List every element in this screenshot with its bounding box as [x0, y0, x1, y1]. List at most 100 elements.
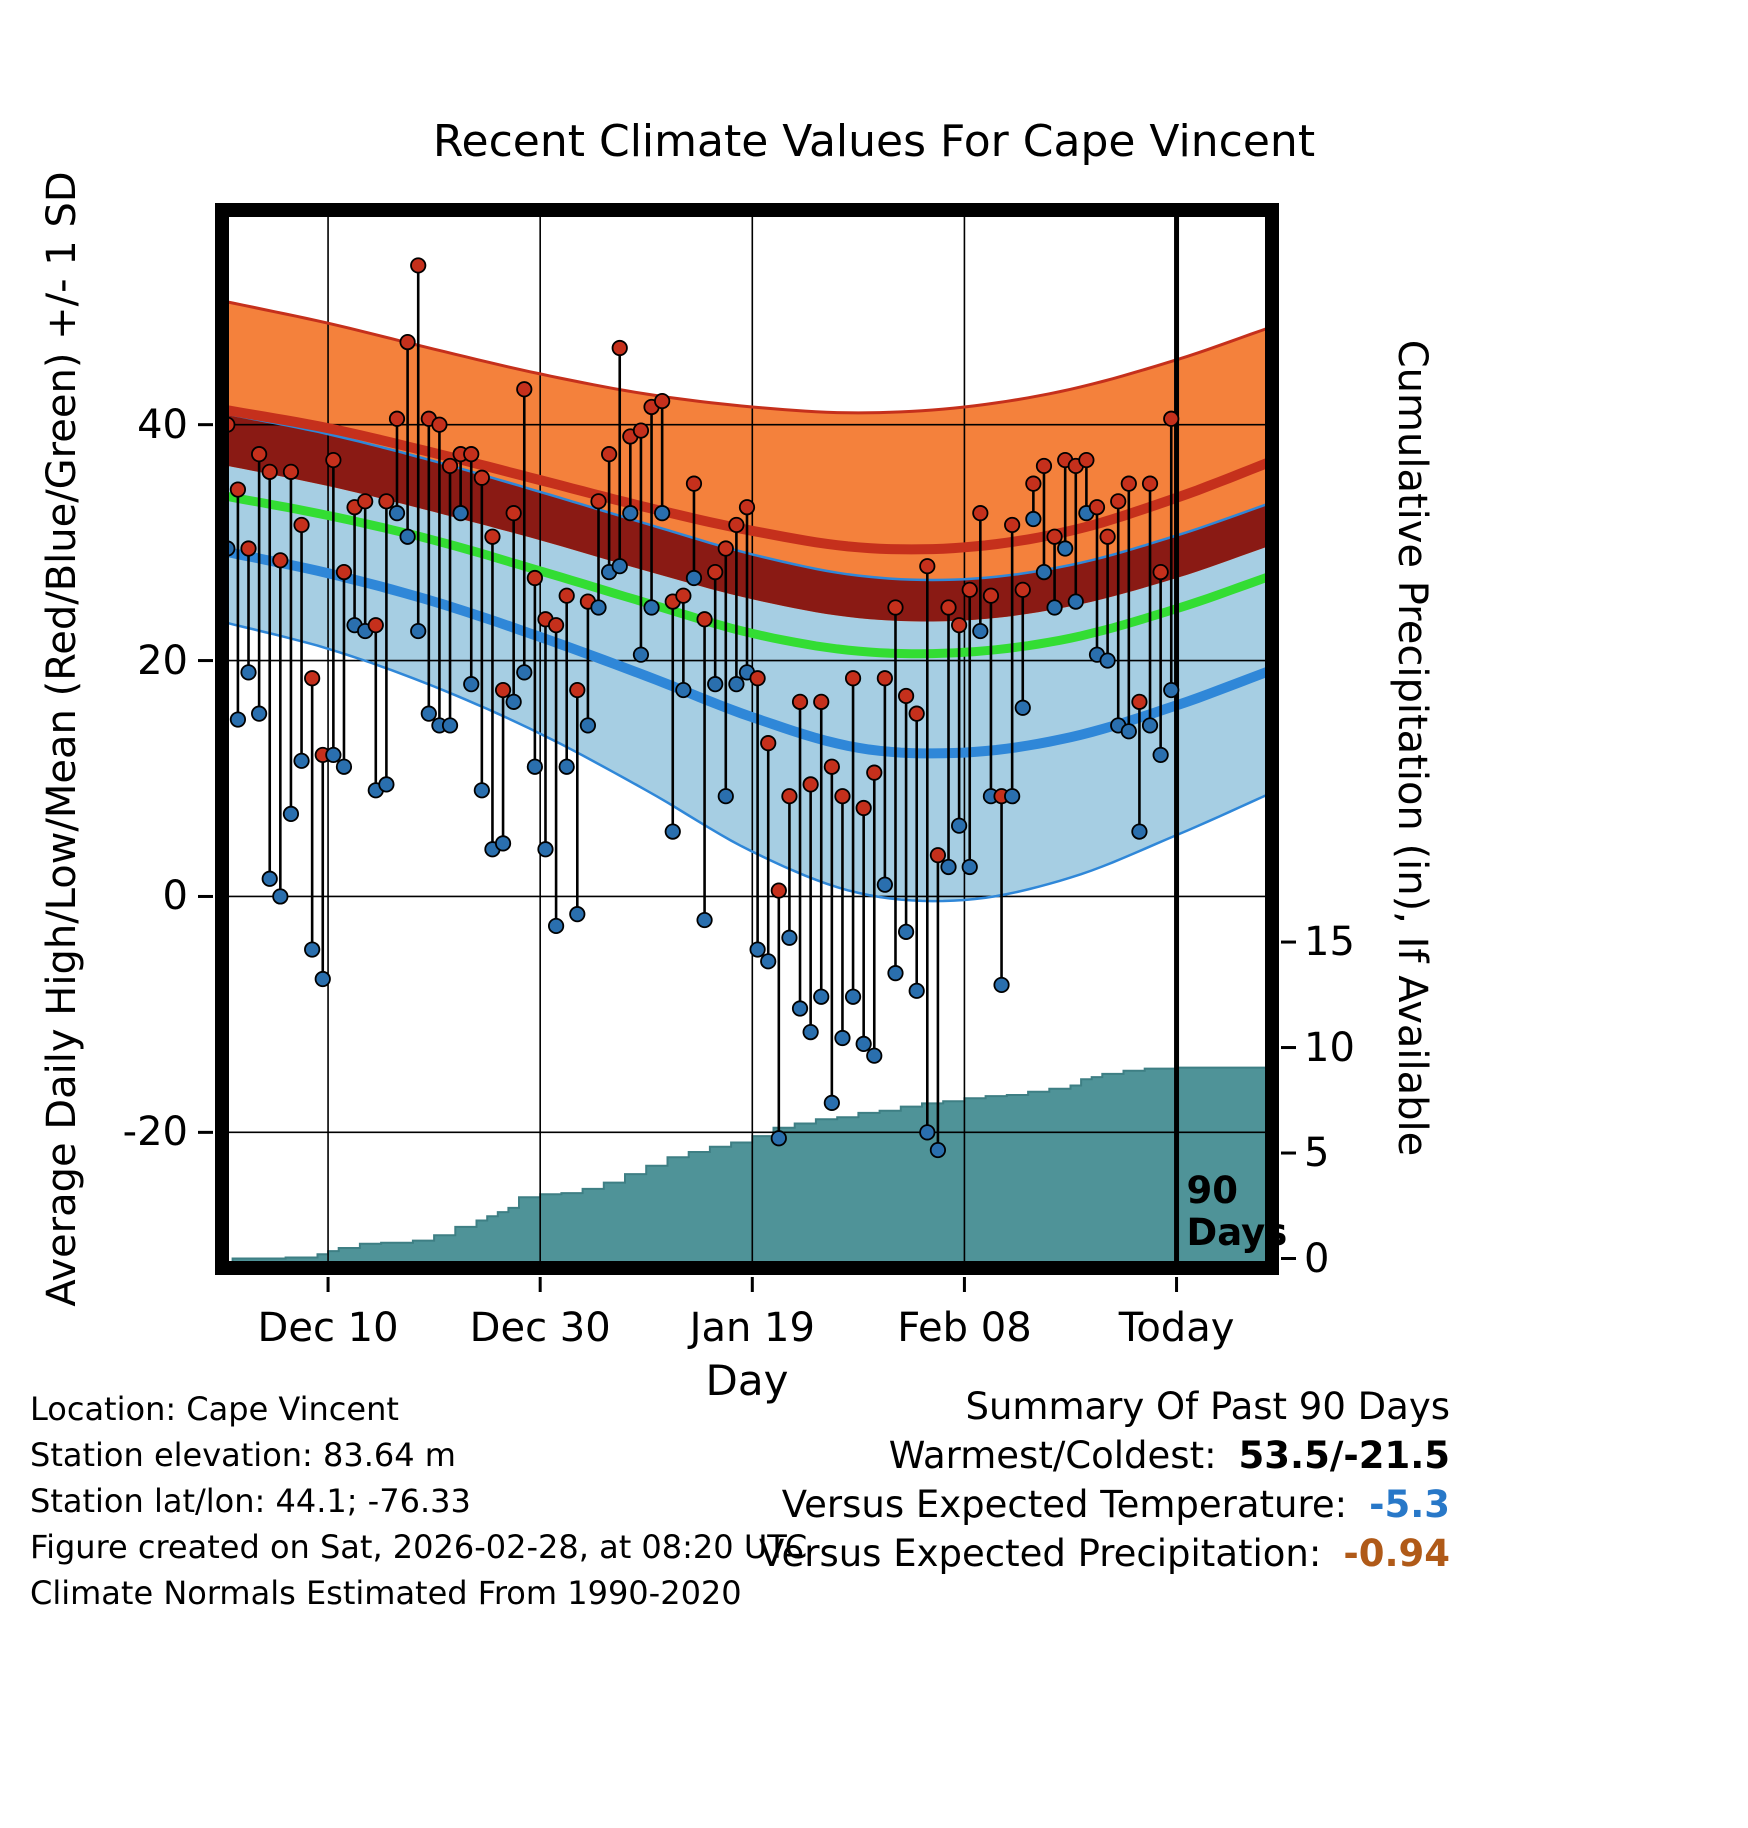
daily-high-dot: [1035, 457, 1053, 475]
daily-high-dot: [282, 463, 300, 480]
daily-high-dot: [972, 505, 989, 522]
daily-low-dot: [802, 1024, 819, 1041]
daily-low-dot: [304, 941, 321, 958]
x-tick-label: Dec 30: [469, 1305, 611, 1351]
station-info: Location: Cape Vincent Station elevation…: [30, 1386, 807, 1616]
daily-high-dot: [876, 670, 893, 687]
daily-high-dot: [261, 463, 278, 480]
station-location: Location: Cape Vincent: [30, 1390, 399, 1428]
x-tick-label: Dec 10: [257, 1305, 399, 1351]
daily-high-dot: [749, 670, 766, 687]
daily-high-dot: [251, 446, 268, 463]
daily-low-dot: [1046, 599, 1063, 616]
chart-title: Recent Climate Values For Cape Vincent: [432, 116, 1316, 167]
left-tick-label: 0: [162, 873, 188, 920]
daily-low-dot: [791, 1000, 809, 1017]
daily-high-dot: [304, 670, 321, 687]
climate-normals-note: Climate Normals Estimated From 1990-2020: [30, 1574, 742, 1612]
daily-high-dot: [558, 587, 575, 604]
daily-low-dot: [1035, 564, 1053, 581]
daily-low-dot: [335, 758, 353, 775]
daily-high-dot: [1163, 410, 1180, 427]
daily-low-dot: [929, 1141, 947, 1159]
summary-block: Summary Of Past 90 Days Warmest/Coldest:…: [759, 1382, 1450, 1578]
daily-low-dot: [685, 569, 703, 587]
daily-low-dot: [855, 1035, 872, 1052]
daily-low-dot: [866, 1047, 883, 1064]
daily-low-dot: [993, 976, 1010, 994]
figure-created: Figure created on Sat, 2026-02-28, at 08…: [30, 1528, 808, 1566]
daily-low-dot: [1141, 717, 1159, 734]
daily-high-dot: [272, 552, 289, 569]
daily-low-dot: [675, 681, 692, 699]
daily-low-dot: [622, 505, 639, 522]
daily-low-dot: [325, 746, 342, 764]
daily-high-dot: [961, 581, 978, 598]
daily-high-dot: [399, 334, 416, 351]
daily-low-dot: [558, 758, 575, 775]
daily-low-dot: [516, 664, 533, 681]
daily-high-dot: [813, 693, 830, 710]
daily-high-dot: [569, 681, 586, 699]
daily-low-dot: [399, 528, 416, 545]
daily-low-dot: [526, 758, 543, 775]
daily-low-dot: [1099, 652, 1116, 669]
x-axis-label: Day: [705, 1356, 789, 1405]
ninety-days-label-top: 90: [1186, 1169, 1239, 1212]
daily-low-dot: [611, 558, 628, 575]
daily-low-dot: [1152, 746, 1169, 764]
daily-low-dot: [696, 911, 713, 929]
daily-low-dot: [1163, 681, 1180, 699]
daily-high-dot: [1088, 499, 1106, 516]
daily-low-dot: [919, 1124, 936, 1141]
daily-low-dot: [410, 622, 427, 640]
daily-high-dot: [855, 799, 872, 817]
summary-vs-temp: Versus Expected Temperature: -5.3: [759, 1480, 1450, 1529]
summary-warmest-coldest: Warmest/Coldest: 53.5/-21.5: [759, 1431, 1450, 1480]
daily-high-dot: [1078, 451, 1095, 469]
low-mean-line: [220, 546, 1274, 759]
daily-high-dot: [516, 381, 533, 398]
daily-high-dot: [823, 758, 840, 775]
daily-low-dot: [251, 705, 268, 722]
daily-low-dot: [961, 858, 978, 876]
daily-high-dot: [463, 446, 480, 463]
high-band-top-edge: [221, 299, 1273, 415]
daily-high-dot: [982, 587, 1000, 604]
daily-high-dot: [473, 469, 490, 486]
daily-high-dot: [1120, 475, 1137, 492]
right-tick-label: 5: [1304, 1130, 1330, 1177]
daily-high-dot: [505, 505, 522, 522]
daily-low-dot: [728, 676, 745, 693]
right-tick-label: 10: [1304, 1024, 1355, 1071]
daily-low-dot: [1057, 540, 1074, 557]
daily-low-dot: [897, 923, 915, 940]
daily-low-dot: [505, 693, 522, 710]
daily-low-dot: [293, 752, 310, 769]
daily-high-dot: [929, 847, 947, 864]
daily-high-dot: [791, 693, 809, 710]
daily-high-dot: [738, 499, 756, 516]
daily-low-dot: [1025, 510, 1042, 528]
daily-high-dot: [717, 540, 734, 557]
x-tick-label: Today: [1118, 1305, 1235, 1351]
daily-low-dot: [240, 664, 257, 681]
daily-low-dot: [569, 906, 586, 923]
right-tick-label: 0: [1304, 1235, 1330, 1282]
daily-high-dot: [1152, 564, 1169, 581]
daily-low-dot: [834, 1029, 851, 1047]
daily-high-dot: [1014, 581, 1031, 598]
daily-high-dot: [707, 564, 724, 581]
daily-high-dot: [441, 457, 459, 475]
warmest-coldest-label: Warmest/Coldest:: [888, 1434, 1217, 1477]
daily-high-dot: [781, 788, 798, 805]
daily-low-dot: [707, 676, 724, 693]
daily-high-dot: [367, 617, 384, 634]
daily-high-dot: [897, 687, 915, 705]
station-latlon: Station lat/lon: 44.1; -76.33: [30, 1482, 471, 1520]
right-tick-label: 15: [1304, 919, 1355, 966]
summary-vs-precip: Versus Expected Precipitation: -0.94: [759, 1529, 1450, 1578]
daily-high-dot: [357, 493, 374, 510]
daily-low-dot: [951, 817, 968, 834]
daily-high-dot: [834, 788, 851, 805]
